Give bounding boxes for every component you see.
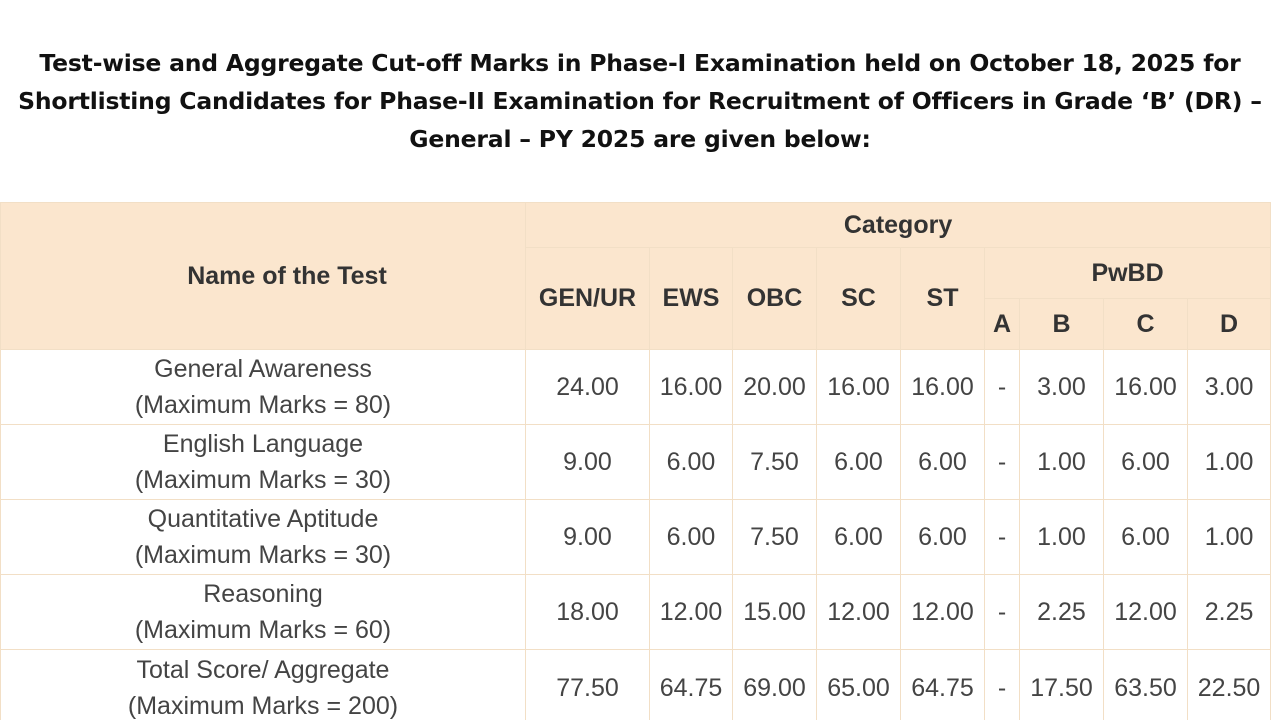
- test-name: Quantitative Aptitude: [147, 505, 379, 533]
- cell-pwbd-d: 1.00: [1186, 499, 1272, 575]
- column-header-gen-ur: GEN/UR: [525, 247, 650, 350]
- cell-sc: 16.00: [816, 349, 901, 425]
- pwbd-header-a: A: [984, 298, 1020, 350]
- cell-pwbd-b: 2.25: [1019, 574, 1104, 650]
- cell-sc: 6.00: [816, 424, 901, 500]
- cell-gen-ur: 18.00: [525, 574, 650, 650]
- test-name-cell: Total Score/ Aggregate (Maximum Marks = …: [0, 649, 526, 720]
- page-title: Test-wise and Aggregate Cut-off Marks in…: [0, 44, 1280, 158]
- table-row: General Awareness (Maximum Marks = 80) 2…: [0, 349, 1272, 425]
- table-row: Reasoning (Maximum Marks = 60) 18.00 12.…: [0, 574, 1272, 650]
- cell-gen-ur: 9.00: [525, 499, 650, 575]
- test-name-cell: General Awareness (Maximum Marks = 80): [0, 349, 526, 425]
- test-name: English Language: [162, 430, 364, 458]
- cell-obc: 7.50: [732, 499, 817, 575]
- cell-ews: 64.75: [649, 649, 733, 720]
- test-max-marks: (Maximum Marks = 30): [134, 466, 392, 494]
- test-name-cell: Reasoning (Maximum Marks = 60): [0, 574, 526, 650]
- pwbd-header: PwBD: [983, 247, 1272, 299]
- cell-sc: 6.00: [816, 499, 901, 575]
- cell-pwbd-c: 6.00: [1103, 424, 1188, 500]
- cell-pwbd-c: 16.00: [1103, 349, 1188, 425]
- title-line-1: Test-wise and Aggregate Cut-off Marks in…: [39, 49, 1241, 77]
- test-name-cell: Quantitative Aptitude (Maximum Marks = 3…: [0, 499, 526, 575]
- cell-sc: 12.00: [816, 574, 901, 650]
- test-name: General Awareness: [154, 355, 372, 383]
- cell-pwbd-d: 1.00: [1186, 424, 1272, 500]
- cell-obc: 69.00: [732, 649, 817, 720]
- cell-pwbd-d: 2.25: [1186, 574, 1272, 650]
- test-max-marks: (Maximum Marks = 30): [134, 541, 392, 569]
- cell-pwbd-b: 1.00: [1019, 424, 1104, 500]
- cell-pwbd-d: 3.00: [1186, 349, 1272, 425]
- cell-pwbd-a: -: [984, 499, 1020, 575]
- cell-pwbd-a: -: [984, 424, 1020, 500]
- cell-pwbd-c: 6.00: [1103, 499, 1188, 575]
- title-line-3: General – PY 2025 are given below:: [409, 125, 871, 153]
- name-of-test-header: Name of the Test: [0, 202, 526, 350]
- column-header-obc: OBC: [732, 247, 817, 350]
- table-row: Total Score/ Aggregate (Maximum Marks = …: [0, 649, 1272, 720]
- title-line-2: Shortlisting Candidates for Phase-II Exa…: [18, 87, 1262, 115]
- test-name: Total Score/ Aggregate: [136, 656, 390, 684]
- column-header-sc: SC: [816, 247, 901, 350]
- column-header-ews: EWS: [649, 247, 733, 350]
- cell-pwbd-a: -: [984, 349, 1020, 425]
- test-max-marks: (Maximum Marks = 60): [134, 616, 392, 644]
- table-row: Quantitative Aptitude (Maximum Marks = 3…: [0, 499, 1272, 575]
- cell-ews: 12.00: [649, 574, 733, 650]
- cell-ews: 16.00: [649, 349, 733, 425]
- category-header: Category: [524, 202, 1272, 248]
- cell-pwbd-b: 1.00: [1019, 499, 1104, 575]
- cell-st: 64.75: [900, 649, 985, 720]
- pwbd-header-b: B: [1019, 298, 1104, 350]
- cell-obc: 7.50: [732, 424, 817, 500]
- cell-pwbd-c: 12.00: [1103, 574, 1188, 650]
- column-header-st: ST: [900, 247, 985, 350]
- cell-ews: 6.00: [649, 424, 733, 500]
- test-max-marks: (Maximum Marks = 80): [134, 391, 392, 419]
- cutoff-table: Name of the Test Category GEN/UR EWS OBC…: [0, 202, 1272, 720]
- cell-st: 6.00: [900, 424, 985, 500]
- cell-pwbd-c: 63.50: [1103, 649, 1188, 720]
- cell-gen-ur: 9.00: [525, 424, 650, 500]
- cell-st: 12.00: [900, 574, 985, 650]
- cell-pwbd-b: 17.50: [1019, 649, 1104, 720]
- pwbd-header-c: C: [1103, 298, 1188, 350]
- cell-gen-ur: 77.50: [525, 649, 650, 720]
- cell-gen-ur: 24.00: [525, 349, 650, 425]
- cell-obc: 15.00: [732, 574, 817, 650]
- cell-ews: 6.00: [649, 499, 733, 575]
- cell-obc: 20.00: [732, 349, 817, 425]
- cell-sc: 65.00: [816, 649, 901, 720]
- pwbd-header-d: D: [1186, 298, 1272, 350]
- cell-pwbd-a: -: [984, 574, 1020, 650]
- cell-pwbd-b: 3.00: [1019, 349, 1104, 425]
- cell-pwbd-d: 22.50: [1186, 649, 1272, 720]
- test-name: Reasoning: [203, 580, 323, 608]
- test-max-marks: (Maximum Marks = 200): [127, 692, 399, 720]
- test-name-cell: English Language (Maximum Marks = 30): [0, 424, 526, 500]
- table-row: English Language (Maximum Marks = 30) 9.…: [0, 424, 1272, 500]
- cell-st: 6.00: [900, 499, 985, 575]
- cell-st: 16.00: [900, 349, 985, 425]
- cell-pwbd-a: -: [984, 649, 1020, 720]
